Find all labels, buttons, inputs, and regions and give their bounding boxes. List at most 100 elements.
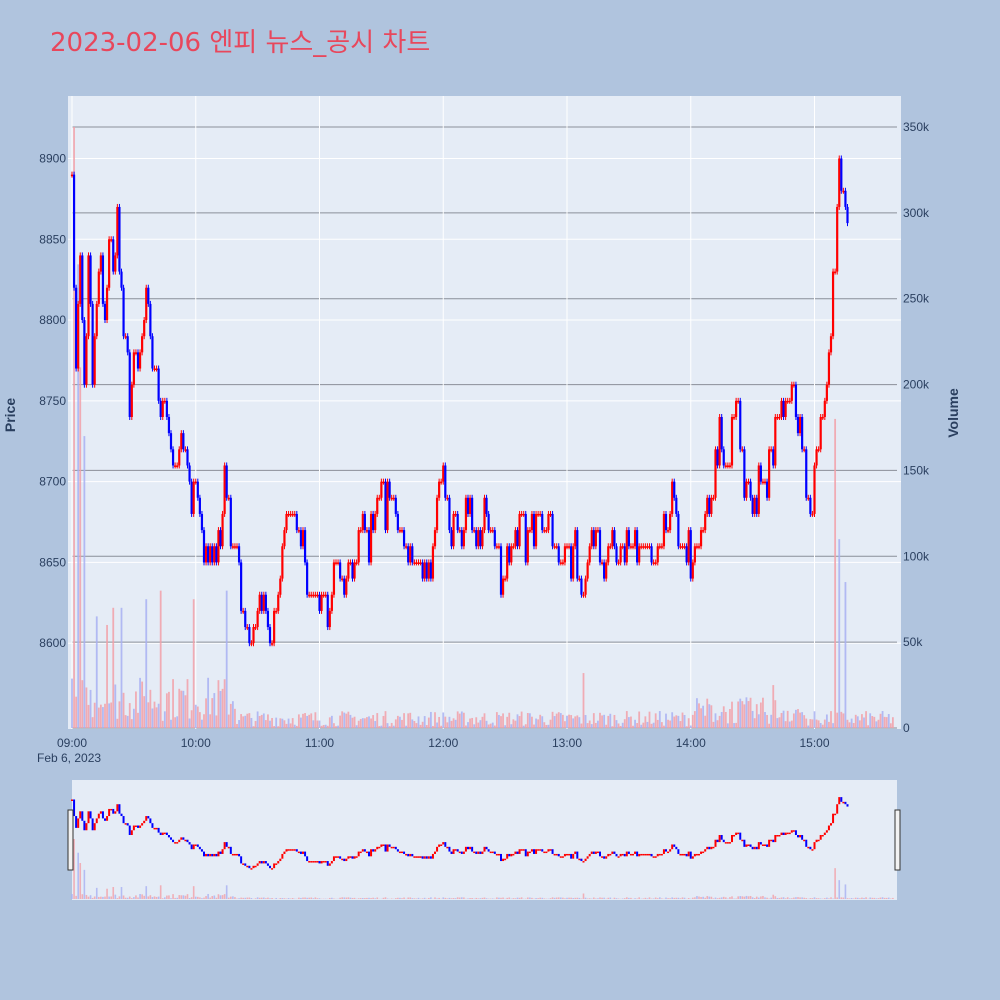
slider-volume-bar (626, 897, 628, 899)
slider-candle (506, 853, 509, 859)
slider-volume-bar (485, 898, 488, 899)
range-slider-right-handle[interactable] (894, 809, 901, 871)
slider-candle (605, 856, 608, 859)
volume-bar (731, 701, 733, 728)
slider-candle (312, 861, 315, 863)
slider-candle (510, 853, 513, 857)
slider-candle (549, 849, 552, 851)
slider-candle (640, 853, 643, 856)
candle (743, 449, 746, 498)
volume-bar (151, 708, 154, 728)
candle (136, 352, 140, 369)
candle (240, 562, 243, 611)
volume-bar (638, 711, 641, 728)
volume-bar (524, 724, 527, 728)
slider-candle (689, 851, 692, 859)
volume-bar (712, 721, 715, 728)
candle (367, 530, 371, 563)
slider-candle (372, 849, 375, 852)
slider-candle (770, 839, 773, 842)
volume-bar (559, 713, 562, 728)
candle (489, 530, 492, 532)
slider-volume-bar (104, 896, 106, 899)
volume-bar (353, 716, 356, 728)
candle (415, 562, 418, 564)
slider-volume-bar (842, 897, 845, 899)
candle (283, 530, 286, 547)
slider-candle (675, 846, 678, 850)
volume-bar (279, 718, 282, 728)
volume-bar (316, 720, 319, 728)
slider-volume-bar (529, 897, 531, 899)
volume-bar (287, 718, 290, 728)
slider-volume-bar (269, 898, 271, 899)
volume-bar (786, 710, 789, 728)
candle (198, 497, 201, 514)
plot-area[interactable] (68, 96, 901, 729)
range-slider-left-handle[interactable] (67, 809, 74, 871)
candle (339, 562, 342, 579)
slider-candle (141, 823, 144, 826)
slider-candle (487, 849, 490, 852)
slider-candle (221, 849, 224, 854)
slider-candle (343, 858, 346, 862)
slider-volume-bar (384, 897, 387, 899)
slider-volume-bar (665, 897, 667, 899)
slider-candle (508, 853, 511, 857)
slider-volume-bar (784, 898, 787, 899)
volume-bar (163, 711, 166, 728)
volume-bar (615, 720, 618, 728)
volume-bar (588, 720, 591, 728)
slider-volume-bar (675, 897, 678, 899)
candle (693, 546, 696, 563)
slider-candle (446, 846, 449, 849)
volume-bar (747, 701, 750, 728)
slider-candle (778, 835, 781, 837)
candle (178, 449, 181, 466)
candle (737, 400, 740, 403)
volume-bar (211, 698, 214, 728)
slider-volume-bar (479, 898, 482, 899)
slider-candle (374, 849, 377, 852)
slider-volume-bar (599, 897, 601, 899)
range-slider[interactable] (72, 780, 897, 900)
candle (343, 578, 346, 595)
candle (642, 546, 645, 548)
slider-candle (780, 832, 783, 835)
volume-bar (656, 719, 659, 728)
slider-volume-bar (838, 880, 841, 899)
volume-tick-label: 100k (903, 549, 930, 563)
candle (580, 578, 583, 595)
slider-candle (495, 853, 498, 856)
date-label: Feb 6, 2023 (37, 751, 101, 765)
volume-bar (863, 717, 865, 728)
volume-bar (774, 700, 777, 728)
slider-candle (739, 832, 742, 840)
volume-bar (502, 713, 504, 728)
candle (475, 530, 478, 547)
slider-candle (423, 856, 426, 859)
slider-volume-bar (244, 897, 247, 899)
volume-bar (883, 716, 886, 728)
volume-bar (642, 722, 645, 728)
slider-candle (557, 853, 560, 857)
slider-candle (304, 851, 307, 857)
volume-bar (75, 696, 78, 728)
slider-volume-bar (141, 894, 143, 899)
time-tick-label: 10:00 (181, 736, 211, 750)
price-tick-label: 8850 (39, 232, 66, 246)
slider-volume-bar (221, 895, 224, 899)
candle (262, 594, 265, 611)
slider-volume-bar (467, 898, 469, 899)
slider-volume-bar (518, 897, 521, 899)
slider-candle (601, 856, 604, 858)
slider-volume-bar (601, 897, 603, 899)
slider-volume-bar (743, 896, 746, 899)
slider-candle (71, 799, 73, 801)
slider-volume-bar (683, 897, 686, 899)
candle (454, 513, 457, 516)
slider-candle (681, 853, 684, 856)
slider-candle (502, 858, 505, 862)
volume-bar (566, 715, 568, 728)
